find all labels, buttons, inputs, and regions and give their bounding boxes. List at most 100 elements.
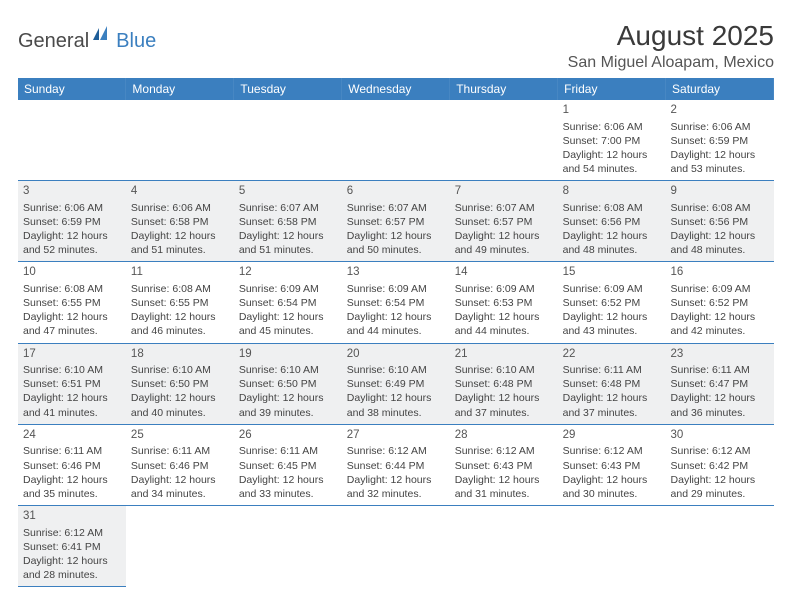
sunset-line: Sunset: 6:48 PM bbox=[563, 377, 661, 391]
sunrise-line: Sunrise: 6:11 AM bbox=[671, 363, 769, 377]
sunset-line: Sunset: 6:46 PM bbox=[23, 459, 121, 473]
daylight-line: Daylight: 12 hours and 45 minutes. bbox=[239, 310, 337, 338]
day-number: 19 bbox=[239, 347, 337, 363]
day-number: 11 bbox=[131, 265, 229, 281]
calendar-cell: 29Sunrise: 6:12 AMSunset: 6:43 PMDayligh… bbox=[558, 424, 666, 505]
day-header-row: Sunday Monday Tuesday Wednesday Thursday… bbox=[18, 78, 774, 100]
daylight-line: Daylight: 12 hours and 33 minutes. bbox=[239, 473, 337, 501]
day-header: Tuesday bbox=[234, 78, 342, 100]
daylight-line: Daylight: 12 hours and 48 minutes. bbox=[563, 229, 661, 257]
calendar-cell bbox=[126, 506, 234, 587]
sunrise-line: Sunrise: 6:09 AM bbox=[239, 282, 337, 296]
calendar-cell bbox=[342, 506, 450, 587]
day-header: Thursday bbox=[450, 78, 558, 100]
daylight-line: Daylight: 12 hours and 37 minutes. bbox=[455, 391, 553, 419]
calendar-cell bbox=[558, 506, 666, 587]
daylight-line: Daylight: 12 hours and 29 minutes. bbox=[671, 473, 769, 501]
calendar-cell: 15Sunrise: 6:09 AMSunset: 6:52 PMDayligh… bbox=[558, 262, 666, 343]
sunset-line: Sunset: 6:56 PM bbox=[563, 215, 661, 229]
daylight-line: Daylight: 12 hours and 46 minutes. bbox=[131, 310, 229, 338]
daylight-line: Daylight: 12 hours and 34 minutes. bbox=[131, 473, 229, 501]
sunrise-line: Sunrise: 6:10 AM bbox=[23, 363, 121, 377]
month-title: August 2025 bbox=[568, 20, 774, 52]
calendar-cell: 17Sunrise: 6:10 AMSunset: 6:51 PMDayligh… bbox=[18, 343, 126, 424]
day-number: 25 bbox=[131, 428, 229, 444]
calendar-cell: 24Sunrise: 6:11 AMSunset: 6:46 PMDayligh… bbox=[18, 424, 126, 505]
sunset-line: Sunset: 6:55 PM bbox=[23, 296, 121, 310]
calendar-cell: 5Sunrise: 6:07 AMSunset: 6:58 PMDaylight… bbox=[234, 181, 342, 262]
calendar-cell: 12Sunrise: 6:09 AMSunset: 6:54 PMDayligh… bbox=[234, 262, 342, 343]
sunrise-line: Sunrise: 6:07 AM bbox=[455, 201, 553, 215]
sunset-line: Sunset: 6:55 PM bbox=[131, 296, 229, 310]
day-header: Saturday bbox=[666, 78, 774, 100]
sunrise-line: Sunrise: 6:12 AM bbox=[347, 444, 445, 458]
calendar-cell: 22Sunrise: 6:11 AMSunset: 6:48 PMDayligh… bbox=[558, 343, 666, 424]
sunset-line: Sunset: 6:56 PM bbox=[671, 215, 769, 229]
daylight-line: Daylight: 12 hours and 44 minutes. bbox=[347, 310, 445, 338]
calendar-row: 1Sunrise: 6:06 AMSunset: 7:00 PMDaylight… bbox=[18, 100, 774, 181]
calendar-cell: 30Sunrise: 6:12 AMSunset: 6:42 PMDayligh… bbox=[666, 424, 774, 505]
calendar-cell: 27Sunrise: 6:12 AMSunset: 6:44 PMDayligh… bbox=[342, 424, 450, 505]
day-header: Friday bbox=[558, 78, 666, 100]
sunrise-line: Sunrise: 6:08 AM bbox=[671, 201, 769, 215]
day-number: 23 bbox=[671, 347, 769, 363]
calendar-cell: 18Sunrise: 6:10 AMSunset: 6:50 PMDayligh… bbox=[126, 343, 234, 424]
sunset-line: Sunset: 6:58 PM bbox=[131, 215, 229, 229]
daylight-line: Daylight: 12 hours and 44 minutes. bbox=[455, 310, 553, 338]
calendar-cell: 25Sunrise: 6:11 AMSunset: 6:46 PMDayligh… bbox=[126, 424, 234, 505]
daylight-line: Daylight: 12 hours and 49 minutes. bbox=[455, 229, 553, 257]
sunrise-line: Sunrise: 6:11 AM bbox=[239, 444, 337, 458]
logo-text-blue: Blue bbox=[116, 30, 156, 53]
day-number: 13 bbox=[347, 265, 445, 281]
day-number: 26 bbox=[239, 428, 337, 444]
day-number: 28 bbox=[455, 428, 553, 444]
day-number: 18 bbox=[131, 347, 229, 363]
day-number: 12 bbox=[239, 265, 337, 281]
calendar-cell: 9Sunrise: 6:08 AMSunset: 6:56 PMDaylight… bbox=[666, 181, 774, 262]
calendar-cell: 10Sunrise: 6:08 AMSunset: 6:55 PMDayligh… bbox=[18, 262, 126, 343]
calendar-row: 10Sunrise: 6:08 AMSunset: 6:55 PMDayligh… bbox=[18, 262, 774, 343]
flag-icon bbox=[93, 26, 115, 40]
sunrise-line: Sunrise: 6:10 AM bbox=[455, 363, 553, 377]
sunrise-line: Sunrise: 6:10 AM bbox=[131, 363, 229, 377]
daylight-line: Daylight: 12 hours and 50 minutes. bbox=[347, 229, 445, 257]
sunrise-line: Sunrise: 6:06 AM bbox=[671, 120, 769, 134]
calendar-row: 17Sunrise: 6:10 AMSunset: 6:51 PMDayligh… bbox=[18, 343, 774, 424]
calendar-cell: 8Sunrise: 6:08 AMSunset: 6:56 PMDaylight… bbox=[558, 181, 666, 262]
sunset-line: Sunset: 6:53 PM bbox=[455, 296, 553, 310]
title-block: August 2025 San Miguel Aloapam, Mexico bbox=[568, 20, 774, 72]
daylight-line: Daylight: 12 hours and 53 minutes. bbox=[671, 148, 769, 176]
sunset-line: Sunset: 6:42 PM bbox=[671, 459, 769, 473]
calendar-cell: 6Sunrise: 6:07 AMSunset: 6:57 PMDaylight… bbox=[342, 181, 450, 262]
day-number: 9 bbox=[671, 184, 769, 200]
sunrise-line: Sunrise: 6:11 AM bbox=[563, 363, 661, 377]
day-number: 29 bbox=[563, 428, 661, 444]
sunset-line: Sunset: 6:50 PM bbox=[239, 377, 337, 391]
day-number: 4 bbox=[131, 184, 229, 200]
daylight-line: Daylight: 12 hours and 32 minutes. bbox=[347, 473, 445, 501]
sunset-line: Sunset: 6:58 PM bbox=[239, 215, 337, 229]
daylight-line: Daylight: 12 hours and 36 minutes. bbox=[671, 391, 769, 419]
daylight-line: Daylight: 12 hours and 37 minutes. bbox=[563, 391, 661, 419]
sunrise-line: Sunrise: 6:06 AM bbox=[563, 120, 661, 134]
sunrise-line: Sunrise: 6:10 AM bbox=[347, 363, 445, 377]
calendar-cell bbox=[18, 100, 126, 181]
daylight-line: Daylight: 12 hours and 35 minutes. bbox=[23, 473, 121, 501]
daylight-line: Daylight: 12 hours and 42 minutes. bbox=[671, 310, 769, 338]
daylight-line: Daylight: 12 hours and 30 minutes. bbox=[563, 473, 661, 501]
daylight-line: Daylight: 12 hours and 48 minutes. bbox=[671, 229, 769, 257]
day-number: 14 bbox=[455, 265, 553, 281]
day-number: 10 bbox=[23, 265, 121, 281]
sunrise-line: Sunrise: 6:08 AM bbox=[23, 282, 121, 296]
sunrise-line: Sunrise: 6:12 AM bbox=[671, 444, 769, 458]
sunset-line: Sunset: 6:44 PM bbox=[347, 459, 445, 473]
calendar-cell: 23Sunrise: 6:11 AMSunset: 6:47 PMDayligh… bbox=[666, 343, 774, 424]
day-number: 16 bbox=[671, 265, 769, 281]
calendar-cell: 28Sunrise: 6:12 AMSunset: 6:43 PMDayligh… bbox=[450, 424, 558, 505]
header: General Blue August 2025 San Miguel Aloa… bbox=[18, 20, 774, 72]
sunset-line: Sunset: 6:54 PM bbox=[347, 296, 445, 310]
calendar-cell bbox=[450, 506, 558, 587]
calendar-cell: 3Sunrise: 6:06 AMSunset: 6:59 PMDaylight… bbox=[18, 181, 126, 262]
sunset-line: Sunset: 6:43 PM bbox=[455, 459, 553, 473]
calendar-table: Sunday Monday Tuesday Wednesday Thursday… bbox=[18, 78, 774, 587]
